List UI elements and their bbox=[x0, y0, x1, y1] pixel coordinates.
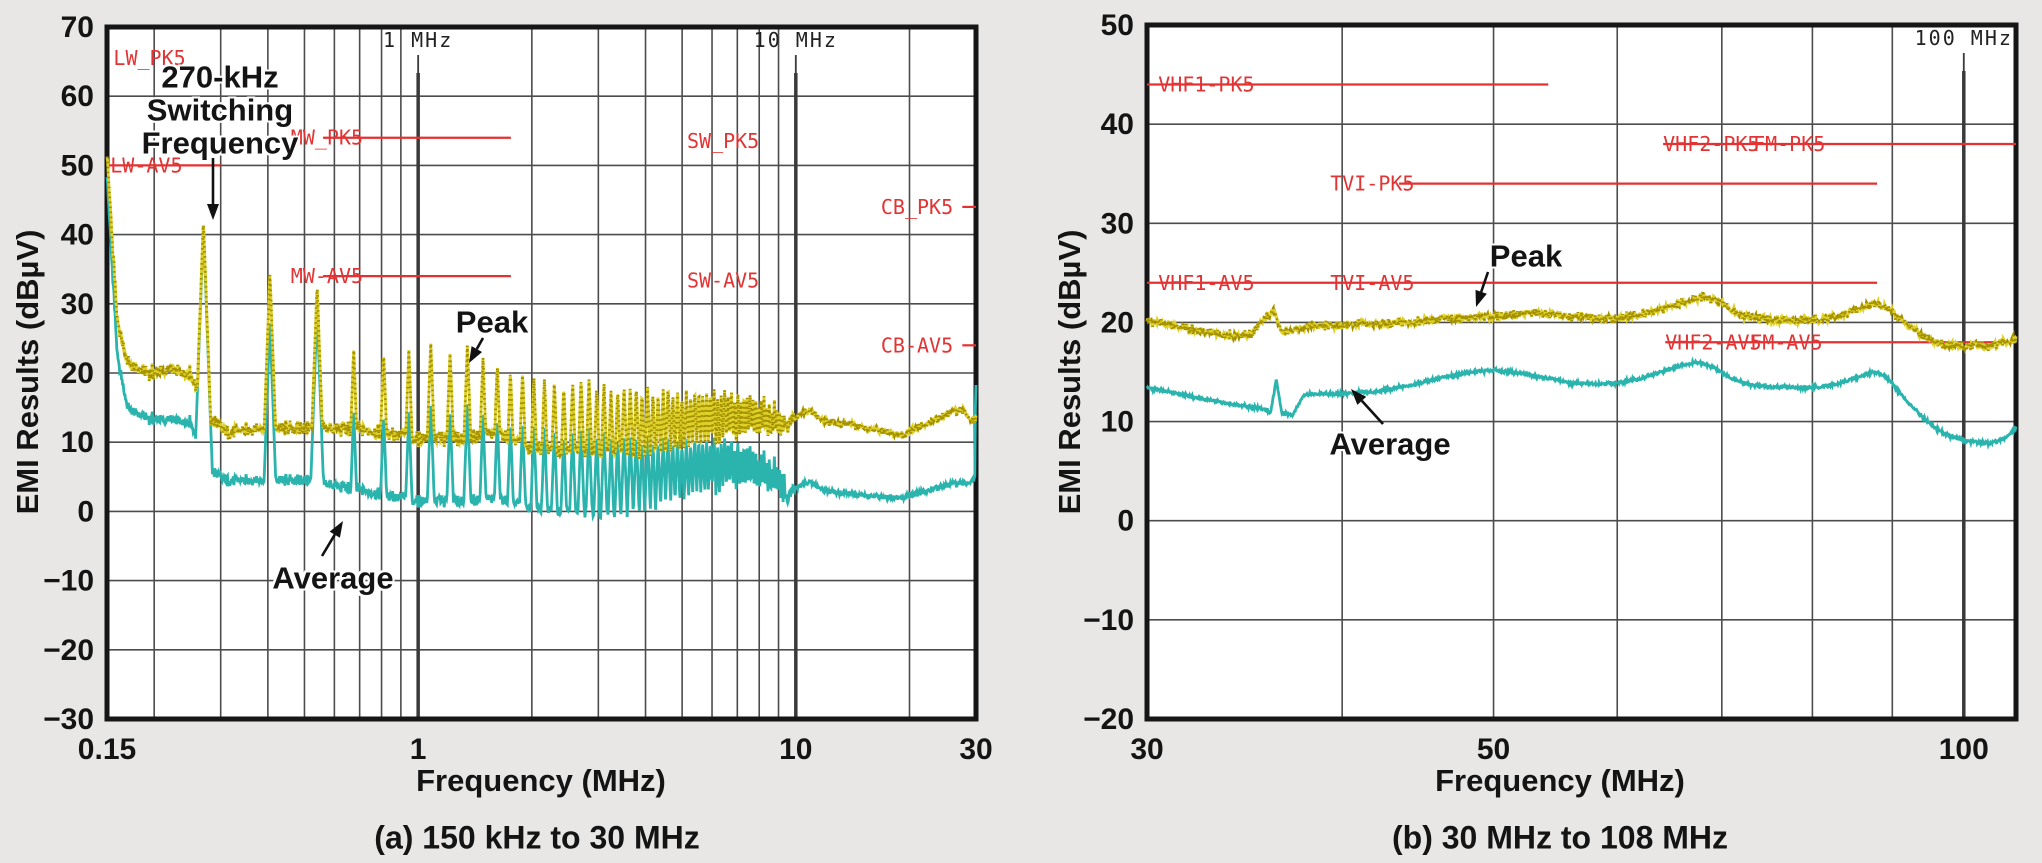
y-tick-label: 10 bbox=[1101, 406, 1134, 439]
y-tick-label: 10 bbox=[61, 426, 94, 459]
emi-chart-b-canvas: 100 MHz VHF1-PK5 TVI-PK5 VHF1-AV5 TVI-AV5 VHF… bbox=[1083, 9, 2019, 766]
annotation-average-b: Average bbox=[1329, 426, 1451, 462]
y-tick-label: 50 bbox=[61, 149, 94, 182]
limit-line-label-TVI-PK5: TVI-PK5 bbox=[1330, 172, 1414, 196]
chart-b-caption: (b) 30 MHz to 108 MHz bbox=[1391, 819, 1729, 856]
band-marker-label: 100 MHz bbox=[1915, 26, 2013, 50]
limit-line-label-LW-AV5: LW-AV5 bbox=[110, 153, 182, 177]
y-tick-label: 20 bbox=[1101, 306, 1134, 339]
limit-line-label-VHF1-AV5: VHF1-AV5 bbox=[1158, 271, 1254, 295]
y-tick-label: 60 bbox=[61, 80, 94, 113]
y-tick-label: 50 bbox=[1101, 9, 1134, 42]
annotation-arrow-switching-frequency bbox=[207, 204, 219, 220]
limit-line-label-FM-AV5: FM-AV5 bbox=[1750, 330, 1822, 354]
x-tick-label: 50 bbox=[1477, 733, 1510, 766]
y-tick-label: −20 bbox=[1083, 703, 1134, 736]
y-tick-label: −20 bbox=[43, 634, 94, 667]
band-marker-label: 1 MHz bbox=[383, 28, 453, 52]
chart-b-x-axis-title: Frequency (MHz) bbox=[1435, 763, 1685, 798]
x-tick-label: 30 bbox=[1130, 733, 1163, 766]
y-tick-label: 70 bbox=[61, 11, 94, 44]
annotation-arrow-peak bbox=[1475, 289, 1487, 307]
y-tick-label: 30 bbox=[61, 288, 94, 321]
emi-chart-a-canvas: 1 MHz 10 MHz LW_PK5 LW-AV5 MW_PK5 MW-AV5 SW_PK… bbox=[43, 11, 993, 766]
y-tick-label: 0 bbox=[77, 495, 94, 528]
limit-line-label-CB_PK5: CB_PK5 bbox=[881, 195, 953, 219]
y-tick-label: 30 bbox=[1101, 207, 1134, 240]
y-tick-label: 0 bbox=[1117, 505, 1134, 538]
limit-line-label-LW_PK5: LW_PK5 bbox=[113, 46, 185, 70]
y-tick-label: 40 bbox=[1101, 108, 1134, 141]
limit-line-label-TVI-AV5: TVI-AV5 bbox=[1330, 271, 1414, 295]
chart-b-y-axis-title: EMI Results (dBµV) bbox=[1052, 229, 1087, 515]
x-tick-label: 1 bbox=[410, 733, 427, 766]
annotation-peak-b: Peak bbox=[1489, 238, 1563, 274]
annotation-arrow-average bbox=[329, 521, 343, 538]
limit-line-label-FM-PK5: FM-PK5 bbox=[1753, 132, 1825, 156]
limit-line-label-MW_PK5: MW_PK5 bbox=[291, 126, 363, 150]
y-tick-label: 20 bbox=[61, 357, 94, 390]
y-tick-label: −10 bbox=[1083, 604, 1134, 637]
limit-line-label-SW-AV5: SW-AV5 bbox=[687, 268, 759, 292]
x-tick-label: 10 bbox=[779, 733, 812, 766]
chart-a-x-axis-title: Frequency (MHz) bbox=[416, 763, 666, 798]
band-marker-label: 10 MHz bbox=[754, 28, 838, 52]
limit-line-label-VHF2-PK5: VHF2-PK5 bbox=[1663, 132, 1759, 156]
limit-line-label-VHF1-PK5: VHF1-PK5 bbox=[1158, 72, 1254, 96]
limit-line-label-VHF2-AV5: VHF2-AV5 bbox=[1665, 330, 1761, 354]
limit-line-label-MW-AV5: MW-AV5 bbox=[291, 264, 363, 288]
annotation-peak-a: Peak bbox=[455, 304, 529, 340]
y-tick-label: −30 bbox=[43, 703, 94, 736]
chart-a-caption: (a) 150 kHz to 30 MHz bbox=[374, 819, 700, 856]
limit-line-label-SW_PK5: SW_PK5 bbox=[687, 129, 759, 153]
x-tick-label: 30 bbox=[959, 733, 992, 766]
y-tick-label: −10 bbox=[43, 565, 94, 598]
chart-a-y-axis-title: EMI Results (dBµV) bbox=[10, 229, 45, 515]
y-tick-label: 40 bbox=[61, 219, 94, 252]
x-tick-label: 100 bbox=[1939, 733, 1989, 766]
x-tick-label: 0.15 bbox=[78, 733, 136, 766]
annotation-arrow-peak bbox=[469, 346, 483, 363]
annotation-arrow-average bbox=[1351, 389, 1367, 405]
limit-line-label-CB-AV5: CB-AV5 bbox=[881, 333, 953, 357]
annotation-average-a: Average bbox=[272, 560, 394, 596]
annotation-switching-frequency: 270-kHz Switching Frequency bbox=[141, 59, 299, 161]
